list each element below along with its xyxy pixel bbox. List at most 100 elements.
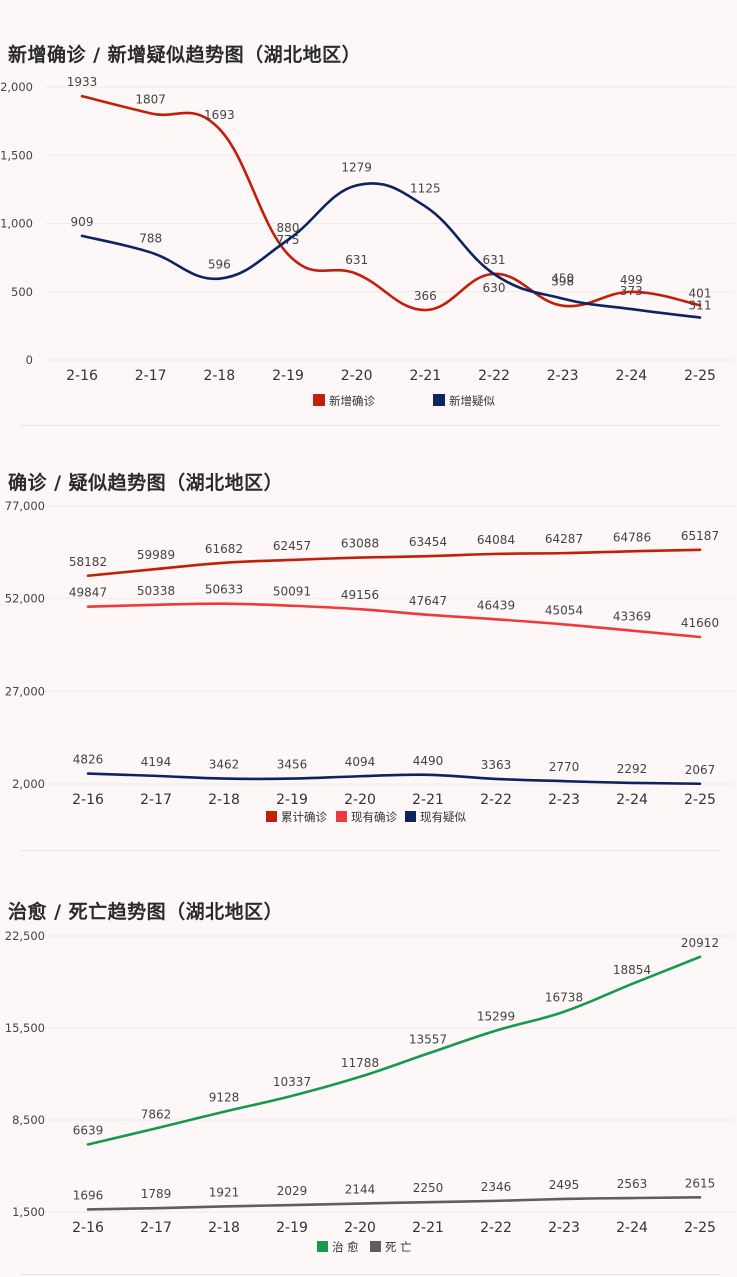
data-label: 366 [414,289,437,303]
chart-panel-recovered-deaths: 治愈 / 死亡趋势图（湖北地区） 22,500 15,500 8,500 1,500 2… [0,855,737,1277]
chart-svg-recovered-deaths: 22,500 15,500 8,500 1,500 2-16 2-17 2-18 2-19 2-… [5,929,735,1254]
data-label: 3456 [277,758,308,772]
y-tick-label: 1,500 [0,148,33,162]
data-label: 880 [277,221,300,235]
divider [20,1274,720,1275]
data-label: 16738 [545,991,583,1005]
data-label: 1807 [135,92,166,106]
x-tick-label: 2-18 [208,1220,240,1236]
data-label: 9128 [209,1091,240,1105]
data-label: 49847 [69,586,107,600]
data-label: 2495 [549,1178,580,1192]
data-label: 4490 [413,754,444,768]
data-label: 2346 [481,1180,512,1194]
x-tick-label: 2-17 [135,368,167,384]
x-tick-label: 2-17 [140,792,172,808]
legend-swatch [370,1241,381,1252]
series-line [86,955,702,1146]
data-label: 61682 [205,542,243,556]
data-label: 3363 [481,758,512,772]
data-label: 64287 [545,532,583,546]
data-label: 64786 [613,530,651,544]
data-label: 631 [345,253,368,267]
x-tick-label: 2-20 [344,1220,376,1236]
chart-title: 治愈 / 死亡趋势图（湖北地区） [8,901,284,923]
x-tick-label: 2-19 [276,1220,308,1236]
divider [20,425,720,426]
x-tick-label: 2-25 [684,792,716,808]
data-label: 596 [208,258,231,272]
data-label: 630 [483,281,506,295]
x-tick-label: 2-16 [72,792,104,808]
chart-panel-new-cases: 新增确诊 / 新增疑似趋势图（湖北地区） 2,000 1,500 1,000 500 0… [0,0,737,430]
x-tick-label: 2-18 [203,368,235,384]
data-label: 2563 [617,1177,648,1191]
data-label: 311 [689,299,712,313]
data-label: 41660 [681,616,719,630]
x-tick-label: 2-24 [616,792,648,808]
y-tick-label: 2,000 [12,777,45,791]
y-tick-label: 8,500 [12,1113,45,1127]
data-label: 788 [139,231,162,245]
legend-swatch [336,811,347,822]
y-tick-label: 15,500 [5,1021,45,1035]
data-label: 6639 [73,1123,104,1137]
x-tick-label: 2-21 [409,368,441,384]
x-tick-label: 2-20 [341,368,373,384]
legend-label: 新增确诊 [329,394,375,408]
y-tick-label: 500 [11,285,33,299]
y-tick-label: 0 [26,353,33,367]
divider [20,850,720,851]
y-tick-label: 52,000 [5,592,45,606]
data-label: 3462 [209,758,240,772]
series-line [86,772,702,786]
legend-swatch [266,811,277,822]
data-label: 49156 [341,588,379,602]
data-label: 4194 [141,755,172,769]
legend-label: 治 愈 [332,1240,359,1254]
data-label: 2067 [685,763,716,777]
series-line [86,602,702,639]
x-tick-label: 2-21 [412,792,444,808]
y-tick-label: 1,000 [0,217,33,231]
data-label: 1693 [204,108,235,122]
data-label: 13557 [409,1033,447,1047]
data-label: 2029 [277,1184,308,1198]
legend-label: 新增疑似 [449,394,495,408]
x-tick-label: 2-25 [684,368,716,384]
data-label: 450 [551,272,574,286]
legend-swatch [405,811,416,822]
chart-title: 确诊 / 疑似趋势图（湖北地区） [8,472,284,494]
series-line [86,1196,702,1211]
legend-label: 现有确诊 [351,810,397,824]
x-tick-label: 2-17 [140,1220,172,1236]
data-label: 631 [483,253,506,267]
data-label: 1125 [410,181,441,195]
data-label: 373 [620,284,643,298]
legend-label: 累计确诊 [281,810,327,824]
y-tick-label: 27,000 [5,684,45,698]
data-label: 59989 [137,548,175,562]
data-label: 398 [551,275,574,289]
data-label: 58182 [69,555,107,569]
x-tick-label: 2-19 [272,368,304,384]
y-tick-label: 1,500 [12,1205,45,1219]
series-line [80,94,702,312]
x-tick-label: 2-25 [684,1220,716,1236]
data-label: 50338 [137,584,175,598]
chart-title: 新增确诊 / 新增疑似趋势图（湖北地区） [8,44,362,66]
x-tick-label: 2-22 [478,368,510,384]
data-label: 62457 [273,539,311,553]
data-label: 1789 [141,1187,172,1201]
data-label: 20912 [681,936,719,950]
x-tick-label: 2-22 [480,792,512,808]
data-label: 2770 [549,760,580,774]
x-tick-label: 2-16 [66,368,98,384]
x-tick-label: 2-16 [72,1220,104,1236]
x-tick-label: 2-23 [547,368,579,384]
data-label: 64084 [477,533,515,547]
data-label: 18854 [613,963,651,977]
x-tick-label: 2-19 [276,792,308,808]
legend-label: 死 亡 [385,1240,412,1254]
legend-swatch [313,394,325,406]
